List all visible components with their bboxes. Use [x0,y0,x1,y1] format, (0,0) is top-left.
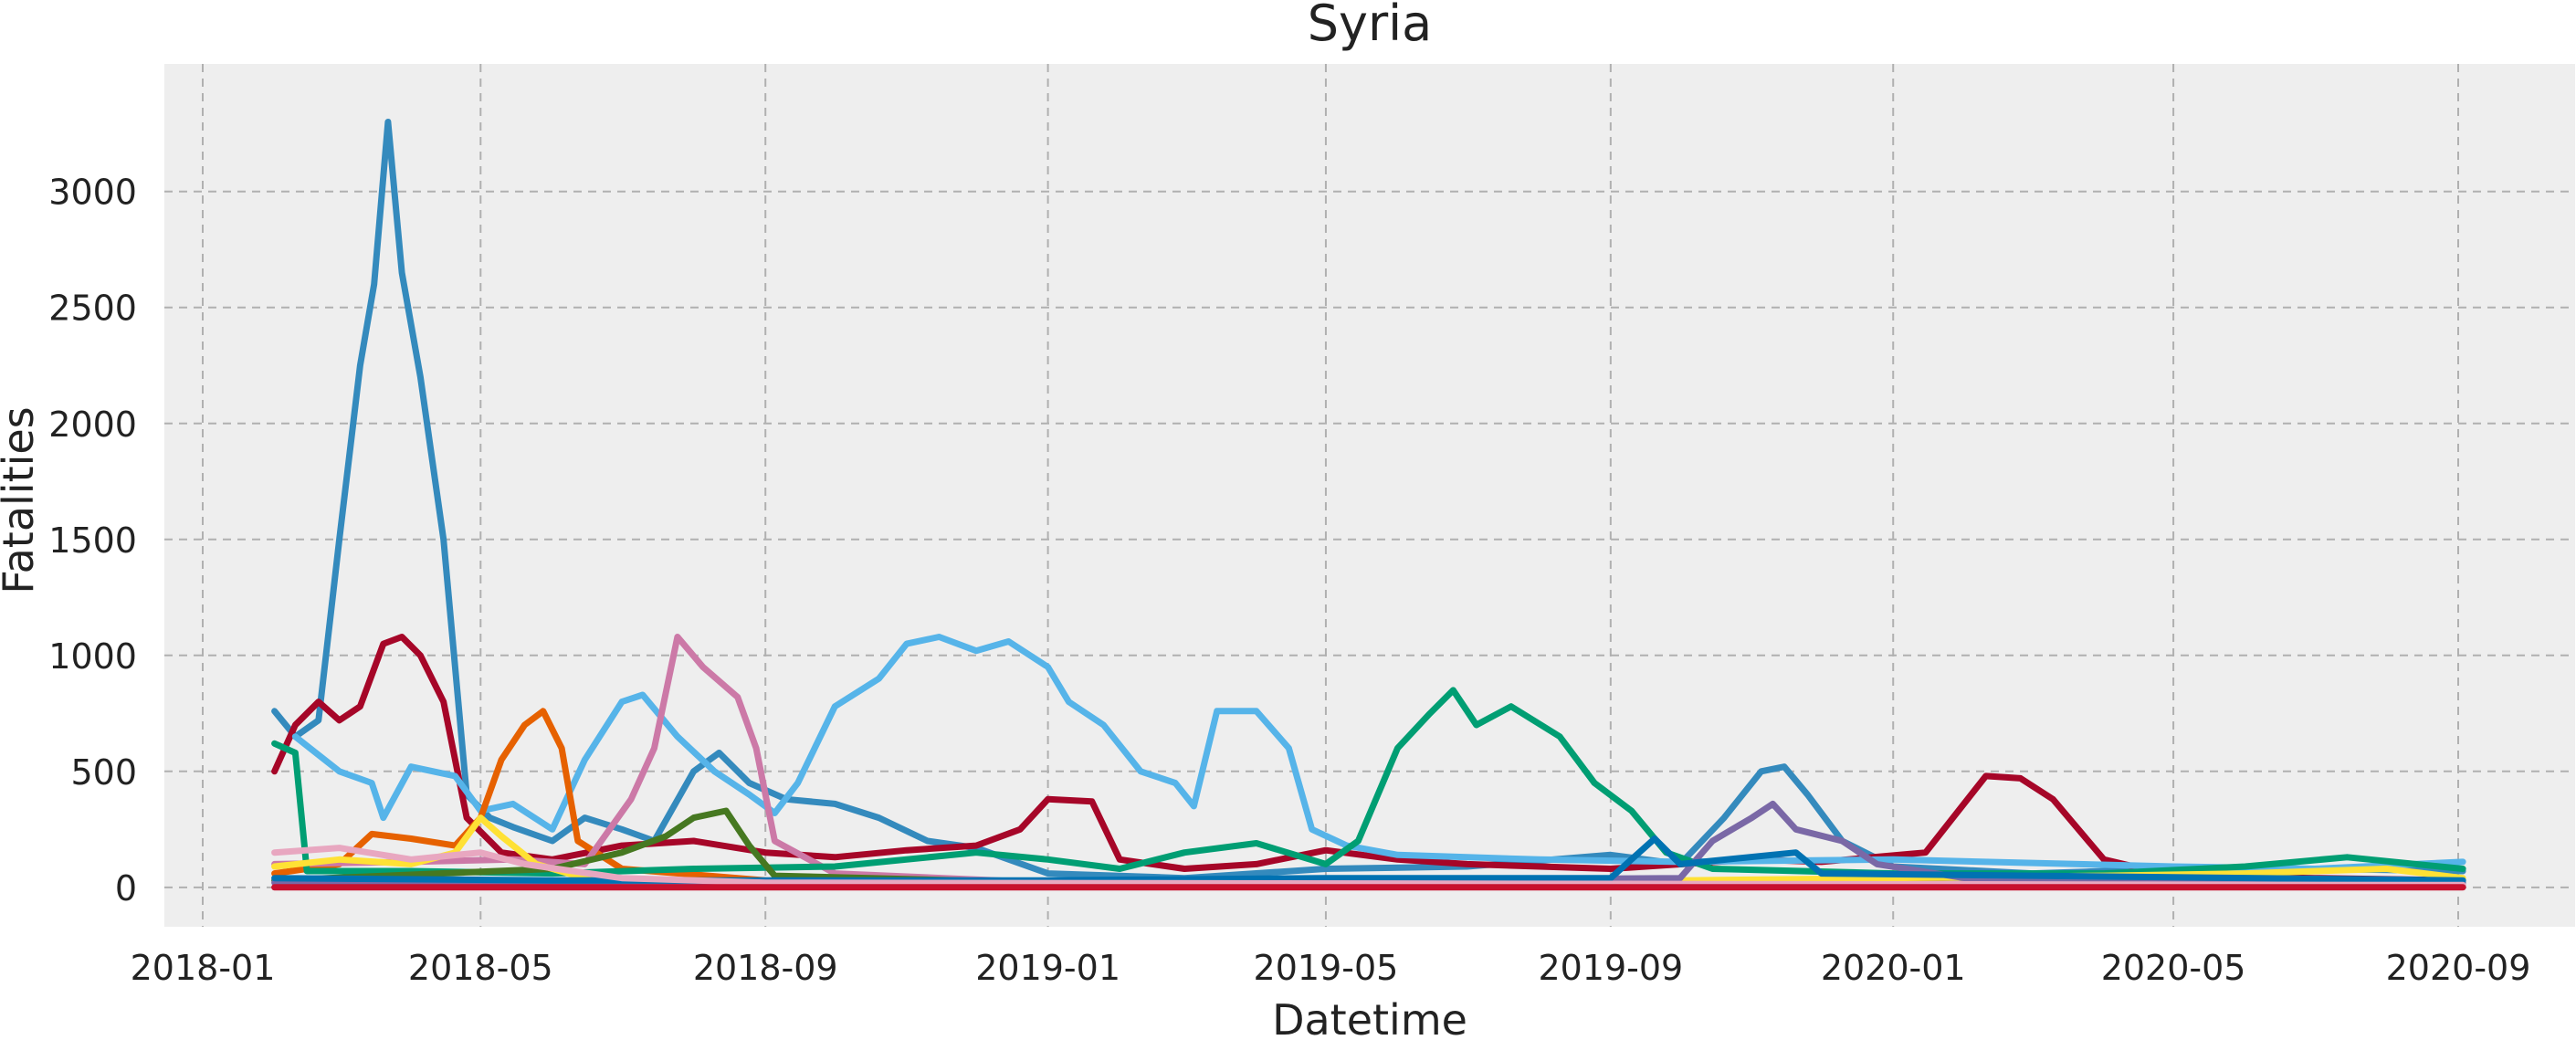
x-tick-label: 2019-09 [1538,948,1683,988]
series-line-2 [271,634,2466,884]
x-tick-label: 2018-09 [693,948,838,988]
y-tick-label: 1500 [48,520,137,561]
y-tick-labels: 0 500 1000 1500 2000 2500 3000 [48,173,137,909]
y-tick-label: 3000 [48,173,137,213]
x-tick-label: 2020-09 [2386,948,2531,988]
grid [164,64,2575,927]
x-tick-label: 2019-01 [975,948,1120,988]
x-tick-label: 2020-01 [1821,948,1966,988]
x-tick-label: 2019-05 [1254,948,1399,988]
y-axis-label: Fatalities [0,406,43,594]
series-line-3 [291,634,2466,872]
y-tick-label: 2000 [48,404,137,445]
x-tick-label: 2020-05 [2101,948,2246,988]
series-line-4 [271,708,2466,888]
x-tick-labels: 2018-01 2018-05 2018-09 2019-01 2019-05 2019-… [131,948,2531,988]
chart-title: Syria [1308,0,1433,52]
x-tick-label: 2018-05 [408,948,553,988]
plot-area [164,64,2575,927]
x-tick-label: 2018-01 [131,948,276,988]
x-axis-label: Datetime [1272,995,1467,1040]
series-line-6 [271,687,2466,877]
y-tick-label: 1000 [48,636,137,677]
series-line-11 [271,845,2466,888]
y-tick-label: 500 [70,752,137,793]
series-layer [271,119,2466,891]
y-tick-label: 0 [115,868,137,909]
y-tick-label: 2500 [48,289,137,329]
